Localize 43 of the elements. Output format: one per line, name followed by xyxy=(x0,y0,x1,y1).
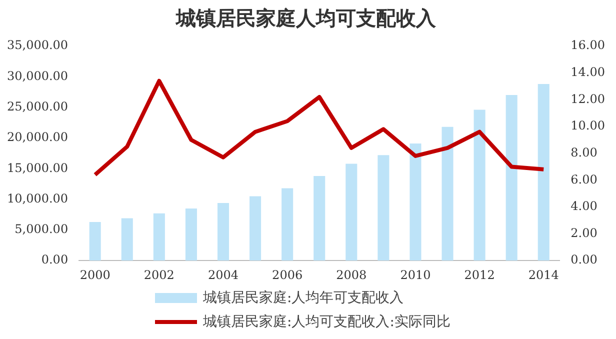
y2-tick-label: 0.00 xyxy=(570,252,598,267)
bar xyxy=(250,196,262,261)
y2-tick-label: 14.00 xyxy=(570,64,606,79)
y-tick-label: 15,000.00 xyxy=(6,160,68,175)
bar xyxy=(121,218,133,261)
y-tick-label: 30,000.00 xyxy=(6,68,68,83)
bar xyxy=(506,95,518,261)
bar xyxy=(410,143,422,261)
bar xyxy=(217,202,230,261)
x-tick-label: 2002 xyxy=(144,268,174,282)
y-tick-label: 25,000.00 xyxy=(6,99,68,114)
bar xyxy=(153,213,165,261)
y2-tick-label: 12.00 xyxy=(570,92,606,106)
x-tick-label: 2014 xyxy=(528,268,560,282)
y2-tick-label: 10.00 xyxy=(570,118,606,133)
bar xyxy=(314,176,326,261)
x-tick-label: 2008 xyxy=(336,268,367,282)
bar xyxy=(89,222,101,261)
legend-label: 城镇居民家庭:人均年可支配收入 xyxy=(203,289,404,307)
bar xyxy=(282,188,294,261)
bar xyxy=(346,164,358,261)
chart-title: 城镇居民家庭人均可支配收入 xyxy=(175,6,437,30)
y-tick-label: 5,000.00 xyxy=(14,222,68,236)
bar xyxy=(185,208,197,261)
y-tick-label: 10,000.00 xyxy=(6,191,68,206)
x-tick-label: 2010 xyxy=(400,268,431,282)
x-tick-label: 2004 xyxy=(208,268,239,282)
y2-tick-label: 2.00 xyxy=(570,226,598,240)
y2-tick-label: 16.00 xyxy=(570,38,606,52)
x-tick-label: 2000 xyxy=(80,268,110,282)
bar xyxy=(538,84,550,261)
bar xyxy=(442,126,454,261)
bar xyxy=(378,155,390,261)
legend-label: 城镇居民家庭:人均可支配收入:实际同比 xyxy=(203,313,450,331)
bar xyxy=(474,110,486,261)
x-tick-label: 2012 xyxy=(464,268,495,282)
x-tick-label: 2006 xyxy=(272,268,303,282)
y2-tick-label: 6.00 xyxy=(570,172,598,186)
y-tick-label: 0.00 xyxy=(41,252,68,267)
y-tick-label: 35,000.00 xyxy=(6,38,68,52)
y2-tick-label: 8.00 xyxy=(570,145,598,160)
y-tick-label: 20,000.00 xyxy=(6,130,68,144)
y2-tick-label: 4.00 xyxy=(570,199,598,214)
